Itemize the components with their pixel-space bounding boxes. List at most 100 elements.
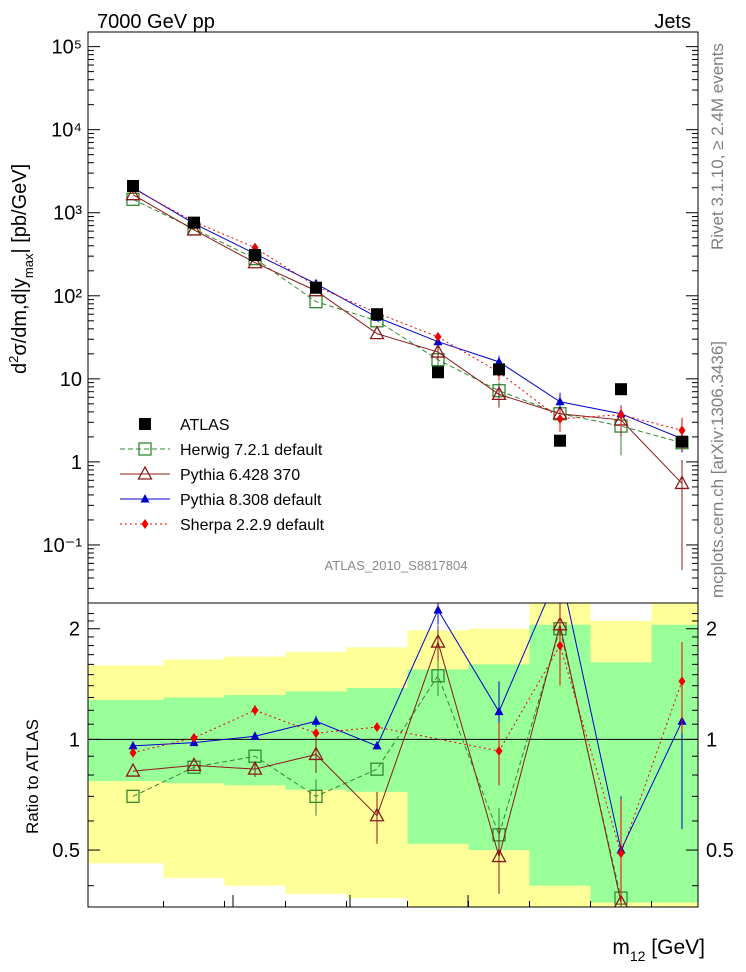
ratio-point-pythia6 — [491, 848, 507, 863]
point-data — [310, 281, 322, 294]
legend-marker-sherpa — [141, 519, 149, 529]
legend-entry-herwig: Herwig 7.2.1 default — [120, 442, 323, 459]
legend: ATLAS Herwig 7.2.1 default Pythia 6.428 37… — [120, 417, 325, 534]
ratio-point-pythia6 — [308, 746, 324, 761]
band-inner — [651, 624, 698, 903]
ratio-point-herwig — [370, 762, 384, 776]
series-data — [127, 179, 688, 448]
main-y-tick-label: 10 — [60, 369, 82, 391]
ratio-point-pythia8 — [494, 706, 504, 716]
series-line-herwig — [132, 198, 683, 444]
xlabel-part-base: m — [612, 936, 630, 959]
ratio-y-tick-label-left: 0.5 — [52, 840, 80, 862]
point-pythia6 — [430, 343, 446, 358]
main-y-tick-label: 10⁴ — [51, 120, 82, 142]
legend-marker-pythia8 — [140, 494, 150, 503]
point-sherpa — [434, 331, 442, 342]
point-data — [615, 383, 627, 396]
ratio-series-sherpa — [129, 613, 686, 907]
ratio-point-sherpa — [251, 705, 259, 716]
ratio-clip-group — [88, 564, 698, 907]
point-data — [249, 248, 261, 261]
ratio-line-pythia8 — [132, 603, 683, 852]
main-y-axis-label: d2σ/dm,d|ymax| [pb/GeV] — [6, 164, 36, 374]
ratio-point-herwig — [431, 669, 445, 683]
header-left: 7000 GeV pp — [97, 11, 215, 33]
main-y-tick-label: 10³ — [53, 203, 82, 225]
point-pythia6 — [369, 325, 385, 340]
main-series-group — [125, 179, 690, 570]
point-data — [493, 363, 505, 376]
ratio-point-pythia8 — [128, 740, 138, 750]
ratio-point-pythia8 — [433, 604, 443, 614]
point-sherpa — [678, 425, 686, 436]
ratio-point-sherpa — [556, 640, 564, 651]
ratio-point-pythia6 — [430, 633, 446, 648]
ratio-point-sherpa — [373, 722, 381, 733]
legend-label-herwig: Herwig 7.2.1 default — [180, 442, 323, 459]
legend-label-sherpa: Sherpa 2.2.9 default — [180, 517, 325, 534]
ratio-frame — [87, 602, 699, 908]
point-pythia6 — [674, 475, 690, 490]
point-pythia6 — [186, 221, 202, 236]
ratio-point-pythia6 — [247, 760, 263, 775]
ratio-point-pythia8 — [311, 716, 321, 725]
series-pythia6 — [125, 186, 690, 570]
ratio-series-pythia6 — [125, 603, 628, 907]
point-pythia8 — [555, 396, 565, 406]
x-axis-label: m12 [GeV] — [612, 936, 705, 964]
main-y-tick-label: 10² — [53, 286, 82, 308]
legend-marker-pythia6 — [137, 465, 153, 480]
legend-entry-pythia6: Pythia 6.428 370 — [120, 465, 300, 484]
point-data — [127, 179, 139, 192]
band-inner — [88, 699, 164, 782]
ratio-point-sherpa — [678, 676, 686, 687]
legend-label-pythia8: Pythia 8.308 default — [180, 492, 322, 509]
ratio-point-pythia6 — [614, 894, 628, 907]
ratio-point-pythia6 — [186, 756, 202, 771]
ratio-panel: 0.5 0.5 1 1 2 2 — [52, 564, 734, 908]
point-pythia6 — [491, 386, 507, 401]
point-sherpa — [556, 413, 564, 424]
main-y-tick-label: 10⁵ — [51, 37, 82, 59]
ratio-y-tick-label-left: 2 — [69, 619, 80, 641]
main-y-tick-label: 1 — [71, 452, 82, 474]
series-line-sherpa — [132, 188, 683, 431]
ylabel-part-mid: σ/dm,d|y — [9, 278, 31, 356]
legend-entry-sherpa: Sherpa 2.2.9 default — [120, 517, 325, 534]
main-y-tick-label: 10⁻¹ — [43, 535, 83, 557]
ratio-y-tick-label-right: 0.5 — [706, 840, 734, 862]
ratio-point-herwig — [309, 789, 323, 803]
ylabel-part-suffix: | [pb/GeV] — [9, 164, 31, 254]
ratio-point-pythia6 — [369, 807, 385, 822]
ratio-y-tick-label-right: 2 — [706, 619, 717, 641]
source-label: mcplots.cern.ch [arXiv:1306.3436] — [708, 341, 727, 598]
ylabel-part-d: d — [9, 363, 31, 374]
point-data — [554, 434, 566, 447]
ratio-point-pythia8 — [556, 564, 565, 573]
ratio-y-tick-label-left: 1 — [69, 729, 80, 751]
ratio-point-pythia6 — [125, 762, 141, 777]
point-pythia6 — [125, 186, 141, 201]
ratio-point-sherpa — [617, 848, 625, 859]
legend-marker-herwig — [138, 442, 152, 456]
xlabel-part-sub: 12 — [630, 948, 646, 964]
ratio-point-sherpa — [312, 728, 320, 739]
band-inner — [346, 687, 408, 792]
ratio-line-herwig — [132, 626, 622, 899]
point-data — [371, 308, 383, 321]
point-data — [188, 216, 200, 229]
ratio-point-herwig — [126, 789, 140, 803]
ratio-y-tick-label-right: 1 — [706, 729, 717, 751]
point-pythia8 — [494, 356, 504, 366]
point-data — [432, 366, 444, 379]
ratio-point-pythia8 — [250, 731, 260, 740]
ratio-y-axis-label: Ratio to ATLAS — [23, 719, 42, 834]
point-pythia6 — [247, 254, 263, 269]
ylabel-part-sup: 2 — [6, 356, 21, 363]
series-line-pythia6 — [132, 194, 683, 484]
ratio-point-sherpa — [495, 745, 503, 756]
point-sherpa — [617, 409, 625, 420]
legend-label-pythia6: Pythia 6.428 370 — [180, 467, 300, 484]
